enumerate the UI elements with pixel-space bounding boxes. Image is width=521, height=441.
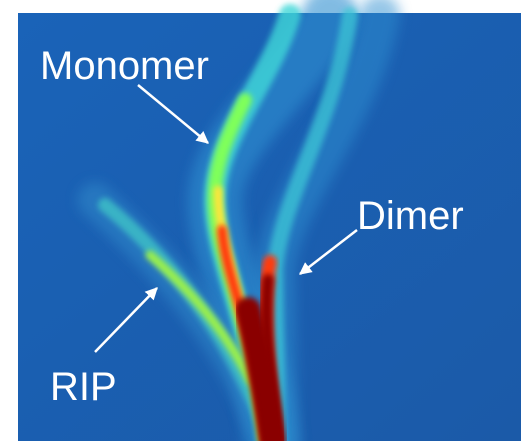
page: Monomer Dimer RIP (() => { const data = … — [0, 0, 521, 441]
label-monomer: Monomer — [40, 44, 209, 88]
label-rip: RIP — [50, 365, 117, 409]
heatmap-image: Monomer Dimer RIP — [0, 0, 521, 441]
label-dimer: Dimer — [357, 194, 464, 238]
